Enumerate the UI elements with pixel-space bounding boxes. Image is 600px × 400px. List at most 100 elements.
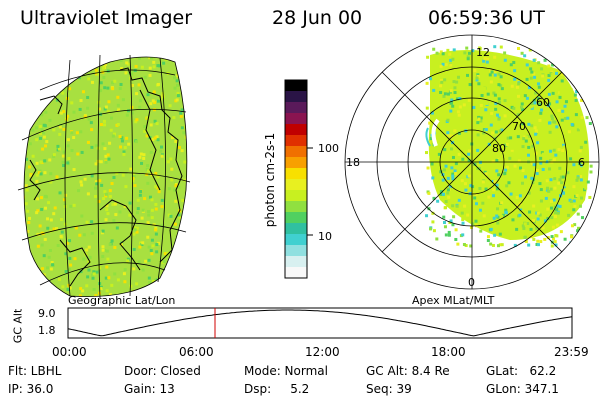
- xtick-0600: 06:00: [179, 345, 214, 359]
- image-pixel: [72, 168, 76, 172]
- image-pixel: [555, 71, 559, 75]
- image-pixel: [190, 87, 193, 90]
- image-pixel: [575, 136, 579, 140]
- image-pixel: [475, 224, 479, 228]
- image-pixel: [558, 178, 562, 182]
- image-pixel: [147, 210, 151, 214]
- image-pixel: [432, 47, 436, 51]
- image-pixel: [148, 73, 152, 77]
- image-pixel: [146, 116, 150, 120]
- image-pixel: [511, 218, 515, 222]
- image-pixel: [21, 205, 24, 208]
- image-pixel: [189, 58, 192, 61]
- image-pixel: [469, 225, 473, 229]
- image-pixel: [451, 190, 455, 194]
- image-pixel: [47, 201, 51, 205]
- image-pixel: [588, 122, 592, 126]
- image-pixel: [528, 48, 532, 52]
- image-pixel: [66, 144, 70, 148]
- image-pixel: [582, 180, 586, 184]
- image-pixel: [489, 242, 493, 246]
- image-pixel: [113, 202, 117, 206]
- image-pixel: [173, 86, 177, 90]
- image-pixel: [493, 69, 497, 73]
- image-pixel: [149, 102, 153, 106]
- image-pixel: [561, 149, 565, 153]
- image-pixel: [96, 159, 100, 163]
- image-pixel: [106, 212, 110, 216]
- image-pixel: [145, 172, 149, 176]
- image-pixel: [554, 234, 558, 238]
- image-pixel: [34, 64, 38, 68]
- image-pixel: [61, 160, 65, 164]
- image-pixel: [52, 227, 56, 231]
- image-pixel: [150, 208, 154, 212]
- image-pixel: [439, 50, 443, 54]
- image-pixel: [48, 248, 52, 252]
- image-pixel: [45, 94, 49, 98]
- image-pixel: [440, 80, 444, 84]
- image-pixel: [142, 156, 146, 160]
- image-pixel: [175, 79, 179, 83]
- image-pixel: [589, 239, 593, 243]
- image-pixel: [455, 97, 459, 101]
- image-pixel: [461, 233, 465, 237]
- image-pixel: [176, 83, 180, 87]
- image-pixel: [68, 256, 72, 260]
- image-pixel: [42, 100, 46, 104]
- image-pixel: [119, 242, 123, 246]
- image-pixel: [503, 94, 507, 98]
- status-dsp: Dsp: 5.2: [244, 382, 310, 396]
- image-pixel: [166, 71, 170, 75]
- image-pixel: [94, 72, 98, 76]
- image-pixel: [547, 121, 551, 125]
- image-pixel: [108, 189, 112, 193]
- image-pixel: [130, 105, 134, 109]
- image-pixel: [512, 106, 516, 110]
- image-pixel: [535, 211, 539, 215]
- image-pixel: [451, 104, 455, 108]
- image-pixel: [548, 121, 552, 125]
- colorbar-swatch: [285, 146, 307, 158]
- image-pixel: [534, 151, 538, 155]
- image-pixel: [509, 192, 513, 196]
- image-pixel: [26, 209, 30, 213]
- image-pixel: [163, 252, 167, 256]
- image-pixel: [469, 184, 473, 188]
- image-pixel: [24, 103, 28, 107]
- image-pixel: [37, 65, 41, 69]
- image-pixel: [90, 80, 94, 84]
- image-pixel: [451, 172, 455, 176]
- image-pixel: [102, 66, 106, 70]
- image-pixel: [532, 58, 536, 62]
- image-pixel: [29, 272, 33, 276]
- mlt-label-0: 0: [468, 276, 475, 289]
- image-pixel: [457, 152, 461, 156]
- image-pixel: [177, 185, 181, 189]
- image-pixel: [495, 214, 499, 218]
- image-pixel: [473, 69, 477, 73]
- image-pixel: [431, 176, 435, 180]
- image-pixel: [31, 154, 35, 158]
- image-pixel: [34, 90, 38, 94]
- image-pixel: [453, 91, 457, 95]
- image-pixel: [24, 95, 28, 99]
- image-pixel: [62, 198, 66, 202]
- image-pixel: [493, 134, 497, 138]
- image-pixel: [538, 182, 542, 186]
- image-pixel: [550, 160, 554, 164]
- image-pixel: [487, 195, 491, 199]
- image-pixel: [451, 155, 455, 159]
- image-pixel: [128, 213, 132, 217]
- image-pixel: [546, 217, 550, 221]
- image-pixel: [559, 230, 563, 234]
- image-pixel: [122, 50, 125, 53]
- image-pixel: [41, 232, 45, 236]
- image-pixel: [562, 143, 566, 147]
- image-pixel: [539, 240, 543, 244]
- image-pixel: [518, 166, 522, 170]
- image-pixel: [101, 229, 105, 233]
- image-pixel: [502, 172, 506, 176]
- image-pixel: [569, 53, 573, 57]
- image-pixel: [457, 198, 461, 202]
